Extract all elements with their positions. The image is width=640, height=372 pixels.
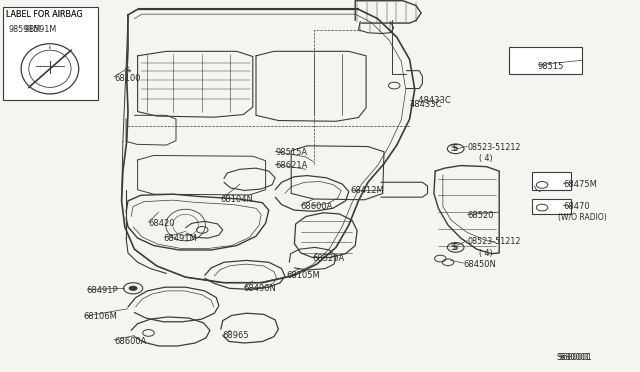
Text: S: S — [450, 144, 455, 153]
Text: ( 4): ( 4) — [479, 154, 492, 163]
Text: S: S — [453, 243, 458, 252]
Bar — [509, 46, 582, 74]
Bar — [532, 172, 571, 190]
Text: 68470: 68470 — [563, 202, 590, 211]
Text: 98515A: 98515A — [275, 148, 307, 157]
Circle shape — [129, 286, 138, 291]
Text: ( 4): ( 4) — [479, 249, 492, 258]
Text: S: S — [453, 144, 458, 153]
Text: 98591M: 98591M — [8, 25, 40, 34]
Text: 08523-51212: 08523-51212 — [467, 143, 521, 152]
Bar — [3, 7, 98, 100]
Text: 68105M: 68105M — [287, 271, 321, 280]
Text: 68490N: 68490N — [243, 284, 276, 293]
Bar — [532, 199, 571, 214]
Text: 98591M: 98591M — [24, 25, 56, 34]
Text: 68520: 68520 — [467, 211, 493, 220]
Text: 68412M: 68412M — [351, 186, 385, 195]
Text: LABEL FOR AIRBAG: LABEL FOR AIRBAG — [6, 10, 83, 19]
Text: S: S — [450, 243, 455, 252]
Text: 68106M: 68106M — [83, 312, 117, 321]
Text: -  48433C: - 48433C — [410, 96, 451, 105]
Circle shape — [41, 52, 59, 63]
Text: 68491M: 68491M — [163, 234, 197, 243]
Text: 68600A: 68600A — [114, 337, 147, 346]
Text: (W/O RADIO): (W/O RADIO) — [558, 213, 607, 222]
Text: 68104N: 68104N — [221, 195, 253, 203]
Text: S680001: S680001 — [558, 353, 592, 362]
Text: 68475M: 68475M — [563, 180, 597, 189]
Text: 48433C: 48433C — [410, 100, 442, 109]
Text: 68621A: 68621A — [275, 161, 308, 170]
Text: 68420: 68420 — [148, 219, 175, 228]
Text: S680001: S680001 — [557, 353, 591, 362]
Text: 68100: 68100 — [114, 74, 140, 83]
Text: 68491P: 68491P — [86, 286, 118, 295]
Text: 98515: 98515 — [538, 62, 564, 71]
Text: LABEL FOR AIRBAG: LABEL FOR AIRBAG — [6, 10, 83, 19]
Text: 68450N: 68450N — [463, 260, 496, 269]
Text: 08523-51212: 08523-51212 — [467, 237, 521, 246]
Text: 68600A: 68600A — [301, 202, 333, 211]
Text: 68520A: 68520A — [312, 254, 344, 263]
Text: 68965: 68965 — [223, 331, 250, 340]
